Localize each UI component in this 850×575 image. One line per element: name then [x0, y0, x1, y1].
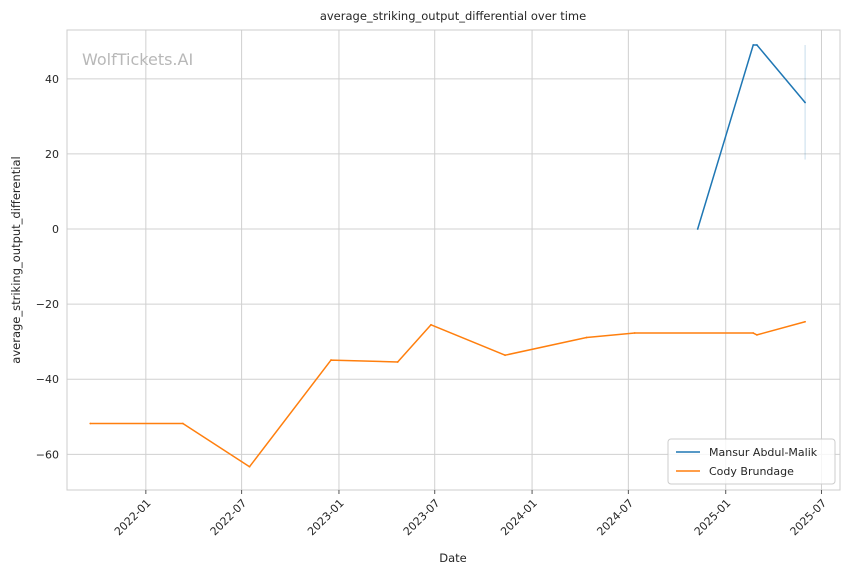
- legend-label-mansur: Mansur Abdul-Malik: [709, 446, 818, 459]
- y-tick-label: −60: [36, 448, 59, 461]
- plot-area: WolfTickets.AI: [66, 29, 841, 491]
- data-point-cody-brundage: [804, 320, 806, 323]
- watermark: WolfTickets.AI: [82, 50, 193, 69]
- y-tick-label: −20: [36, 298, 59, 311]
- data-point-cody-brundage: [504, 354, 506, 357]
- y-axis-title: average_striking_output_differential: [9, 156, 23, 363]
- data-point-mansur-abdul-malik: [756, 44, 758, 46]
- grid-lines: [67, 30, 840, 490]
- chart-title: average_striking_output_differential ove…: [320, 9, 586, 23]
- data-point-cody-brundage: [89, 422, 92, 425]
- y-tick-label: −40: [36, 373, 59, 386]
- legend-label-cody: Cody Brundage: [709, 465, 794, 478]
- data-point-cody-brundage: [430, 323, 432, 326]
- y-tick-label: 40: [45, 73, 59, 86]
- series-layer: [89, 44, 806, 468]
- plot-background: [67, 30, 840, 490]
- data-point-cody-brundage: [585, 336, 588, 339]
- data-point-cody-brundage: [248, 465, 251, 468]
- data-point-mansur-abdul-malik: [752, 44, 755, 46]
- plot-frame: [66, 29, 841, 491]
- data-point-cody-brundage: [752, 332, 755, 334]
- series-line-mansur-abdul-malik: [696, 44, 806, 230]
- legend-box: [667, 438, 836, 485]
- y-tick-label: 0: [52, 223, 59, 236]
- data-point-mansur-abdul-malik: [804, 101, 806, 104]
- legend: Mansur Abdul-Malik Cody Brundage: [667, 438, 836, 485]
- data-point-cody-brundage: [181, 422, 184, 425]
- data-point-cody-brundage: [756, 334, 758, 336]
- data-point-cody-brundage: [330, 359, 332, 361]
- x-axis-title: Date: [439, 551, 467, 565]
- y-axis-ticks: −60 −40 −20 0 20 40: [36, 73, 59, 462]
- y-tick-label: 20: [45, 148, 59, 161]
- data-point-cody-brundage: [396, 361, 399, 363]
- data-point-cody-brundage: [633, 332, 636, 334]
- data-point-mansur-abdul-malik: [696, 228, 699, 230]
